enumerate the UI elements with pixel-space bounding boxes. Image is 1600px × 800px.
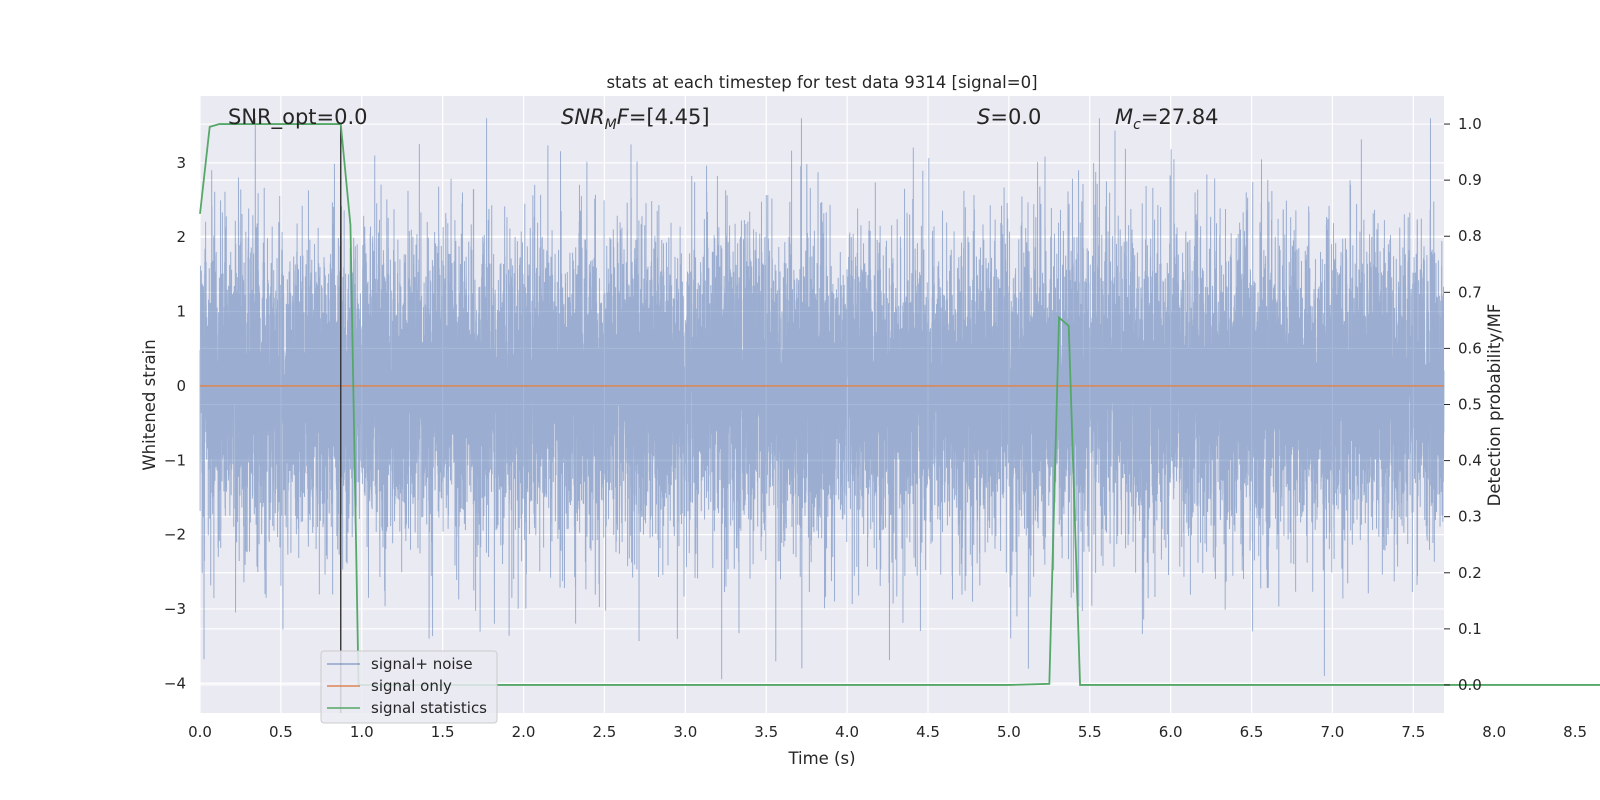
x-tick-label: 6.5 — [1240, 723, 1264, 741]
y2-tick-label: 0.5 — [1458, 396, 1482, 414]
x-tick-label: 3.5 — [754, 723, 778, 741]
s-val: =0.0 — [990, 105, 1041, 129]
y2-tick-label: 0.7 — [1458, 283, 1482, 301]
legend-label-signal: signal only — [371, 677, 452, 695]
y2-tick-label: 0.1 — [1458, 620, 1482, 638]
annotation-mc: Mc=27.84 — [1115, 105, 1219, 133]
legend-box — [320, 650, 498, 724]
y-tick-label: 1 — [176, 303, 186, 321]
y2-axis-label: Detection probability/MF — [1485, 304, 1504, 507]
s-base: S — [977, 105, 990, 129]
x-tick-label: 0.0 — [188, 723, 212, 741]
x-tick-label: 4.0 — [835, 723, 859, 741]
chart-title: stats at each timestep for test data 931… — [606, 73, 1037, 92]
y-tick-label: 2 — [176, 228, 186, 246]
snr-mf-base: SNR — [561, 105, 605, 129]
y-tick-label: 0 — [176, 377, 186, 395]
x-tick-label: 7.5 — [1401, 723, 1425, 741]
mc-val: =27.84 — [1141, 105, 1219, 129]
x-tick-label: 1.5 — [431, 723, 455, 741]
y2-tick-label: 0.6 — [1458, 339, 1482, 357]
snr-mf-sub: M — [605, 117, 617, 133]
y2-tick-label: 0.4 — [1458, 452, 1482, 470]
y2-tick-label: 0.8 — [1458, 227, 1482, 245]
x-tick-label: 3.0 — [673, 723, 697, 741]
mc-base: M — [1115, 105, 1133, 129]
annotation-snr-mf: SNRMF=[4.45] — [561, 105, 710, 133]
y-tick-label: −4 — [164, 674, 186, 692]
x-tick-label: 8.0 — [1482, 723, 1506, 741]
x-tick-label: 8.5 — [1563, 723, 1587, 741]
y-tick-label: −3 — [164, 600, 186, 618]
series-signal-noise-line — [199, 118, 1445, 680]
x-axis-ticks: 0.0 0.5 1.0 1.5 2.0 2.5 3.0 3.5 4.0 4.5 5.0 5.5 6.0 6… — [188, 723, 1587, 741]
x-tick-label: 5.0 — [997, 723, 1021, 741]
x-tick-label: 5.5 — [1078, 723, 1102, 741]
legend-label-noise: signal+ noise — [371, 655, 473, 673]
x-tick-label: 2.5 — [593, 723, 617, 741]
snr-mf-mid: F — [617, 105, 630, 129]
y-axis-label: Whitened strain — [140, 339, 159, 470]
y2-tick-label: 1.0 — [1458, 115, 1482, 133]
y-tick-label: 3 — [176, 154, 186, 172]
y2-axis-ticks: 0.0 0.1 0.2 0.3 0.4 0.5 0.6 0.7 0.8 0.9 1.0 — [1444, 115, 1482, 694]
x-tick-label: 4.5 — [916, 723, 940, 741]
y2-tick-label: 0.3 — [1458, 508, 1482, 526]
snr-mf-val: =[4.45] — [629, 105, 710, 129]
legend: signal+ noise signal only signal statist… — [320, 650, 498, 724]
x-tick-label: 2.0 — [512, 723, 536, 741]
x-tick-label: 7.0 — [1321, 723, 1345, 741]
annotation-snr-opt: SNR_opt=0.0 — [228, 105, 368, 130]
x-tick-label: 6.0 — [1159, 723, 1183, 741]
y-axis-ticks: −4 −3 −2 −1 0 1 2 3 — [164, 154, 186, 692]
x-axis-label: Time (s) — [787, 749, 855, 768]
y2-tick-label: 0.9 — [1458, 171, 1482, 189]
mc-sub: c — [1133, 117, 1141, 133]
annotation-s: S=0.0 — [977, 105, 1041, 129]
y-tick-label: −2 — [164, 526, 186, 544]
y2-tick-label: 0.0 — [1458, 676, 1482, 694]
y-tick-label: −1 — [164, 451, 186, 469]
y2-tick-label: 0.2 — [1458, 564, 1482, 582]
legend-label-stats: signal statistics — [371, 699, 487, 717]
x-tick-label: 1.0 — [350, 723, 374, 741]
x-tick-label: 0.5 — [269, 723, 293, 741]
